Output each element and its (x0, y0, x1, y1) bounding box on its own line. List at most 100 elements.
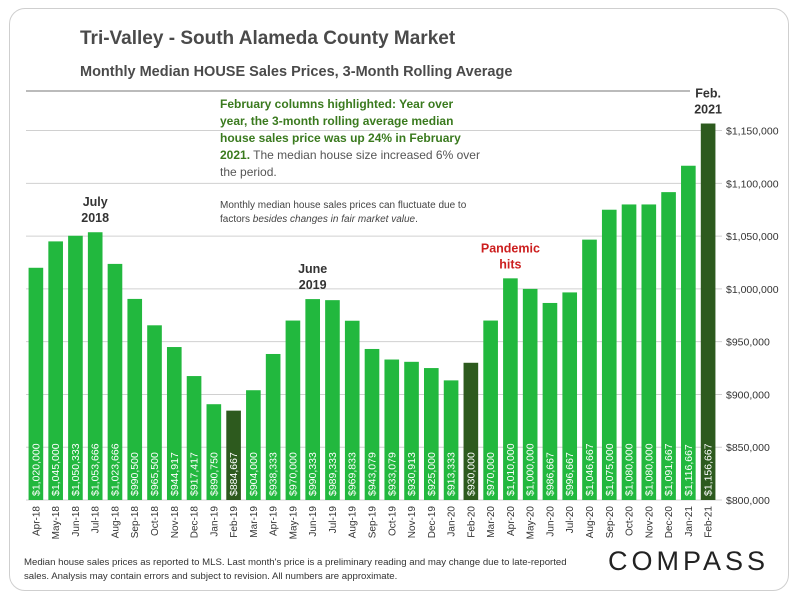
bar-value-label: $904,000 (248, 452, 260, 496)
annotations: July 2018 June 2019 Pandemic hits Feb. 2021 (81, 87, 722, 293)
secondary-note: Monthly median house sales prices can fl… (220, 199, 482, 227)
bar (384, 359, 400, 500)
bar-value-label: $1,080,000 (643, 443, 655, 496)
bar-value-label: $913,333 (446, 452, 458, 496)
note-highlight: February columns highlighted: Year over … (220, 97, 461, 162)
x-tick-label: May-19 (288, 506, 299, 540)
x-tick-label: Dec-20 (664, 506, 675, 539)
x-tick-label: Jul-19 (328, 506, 339, 534)
y-tick-label: $1,100,000 (726, 178, 779, 190)
bar (246, 390, 261, 500)
x-tick-label: Aug-19 (348, 506, 359, 539)
bar-value-label: $989,333 (327, 452, 339, 496)
bar (166, 347, 182, 500)
footer-disclaimer: Median house sales prices as reported to… (24, 557, 567, 582)
x-tick-label: Jan-19 (209, 506, 220, 537)
annotation-label: 2018 (81, 211, 109, 225)
bar-value-label: $969,833 (347, 452, 359, 496)
bar (68, 235, 83, 500)
bar-value-label: $970,000 (485, 452, 497, 496)
x-tick-labels: Apr-18 May-18 Jun-18 Jul-18 Aug-18 Sep-18 Oct-… (31, 506, 714, 540)
y-tick-label: $1,050,000 (726, 231, 779, 243)
bar-value-label: $1,053,666 (90, 443, 102, 496)
x-tick-label: Jun-18 (71, 506, 82, 537)
bar (463, 362, 479, 500)
y-tick-label: $900,000 (726, 389, 770, 401)
bar (661, 192, 676, 500)
bar-value-label: $938,333 (268, 452, 280, 496)
x-tick-label: Feb-20 (466, 506, 477, 538)
bar-value-label: $1,080,000 (624, 443, 636, 496)
bar-value-label: $943,079 (367, 452, 379, 496)
bar-value-label: $890,750 (208, 452, 220, 496)
secondary-note-em: besides changes in fair market value (252, 214, 416, 225)
bar (364, 348, 380, 500)
x-tick-label: Oct-19 (387, 506, 398, 536)
y-tick-label: $950,000 (726, 337, 770, 349)
x-tick-label: Nov-19 (407, 506, 418, 539)
bar-value-label: $1,075,000 (604, 443, 616, 496)
x-tick-label: Feb-21 (704, 506, 715, 538)
annotation-label: Feb. (695, 87, 721, 101)
bar (226, 410, 241, 500)
bar-value-label: $944,917 (169, 452, 181, 496)
bar (522, 288, 538, 500)
bar-value-label: $1,045,000 (50, 443, 62, 496)
bar-value-label: $990,500 (129, 452, 141, 496)
x-tick-label: Mar-20 (486, 506, 497, 538)
bar-value-labels: $1,020,000 $1,045,000 $1,050,333 $1,053,666… (30, 443, 714, 496)
bar (483, 320, 498, 500)
x-tick-label: Jun-20 (545, 506, 556, 537)
x-tick-label: Oct-18 (150, 506, 161, 536)
x-tick-label: Nov-20 (644, 506, 655, 539)
x-tick-label: Dec-19 (427, 506, 438, 539)
x-tick-label: Sep-20 (605, 506, 616, 539)
bar-value-label: $970,000 (287, 452, 299, 496)
annotation-label: July (83, 195, 108, 209)
bar-value-label: $884,667 (228, 452, 240, 496)
bar (87, 232, 103, 500)
x-tick-label: Sep-18 (130, 506, 141, 539)
annotation-label: Pandemic (481, 241, 540, 255)
bar-value-label: $1,116,667 (683, 444, 695, 496)
chart-title: Tri-Valley - South Alameda County Market (80, 28, 456, 49)
bars (28, 123, 716, 501)
x-tick-label: Apr-18 (31, 506, 42, 536)
y-tick-label: $850,000 (726, 442, 770, 454)
bar-value-label: $1,156,667 (703, 443, 715, 496)
bar (404, 361, 419, 500)
bar-value-label: $1,010,000 (505, 443, 517, 496)
bar (601, 209, 617, 500)
bar (443, 380, 459, 500)
bar (206, 404, 222, 500)
bar (265, 353, 281, 500)
bar-value-label: $986,667 (544, 452, 556, 496)
annotation-label: 2019 (299, 278, 327, 292)
bar (48, 241, 63, 500)
bar-value-label: $1,046,667 (584, 443, 596, 496)
y-tick-labels: $800,000 $850,000 $900,000 $950,000 $1,000,0… (726, 126, 779, 507)
x-tick-label: Sep-19 (368, 506, 379, 539)
annotation-label: 2021 (694, 103, 722, 117)
bar (423, 368, 439, 500)
bar (186, 376, 202, 500)
x-tick-label: Aug-18 (110, 506, 121, 539)
annotation-label: June (298, 262, 327, 276)
bar-value-label: $930,913 (406, 452, 418, 496)
bar-value-label: $933,079 (386, 452, 398, 496)
secondary-note-a: Monthly median house sales prices can fl… (220, 200, 467, 225)
bar (582, 239, 597, 500)
bar-value-label: $1,023,666 (109, 443, 121, 496)
y-tick-label: $800,000 (726, 495, 770, 507)
bar (325, 300, 340, 500)
bar-value-label: $1,091,667 (663, 443, 675, 496)
bar (621, 204, 637, 500)
bar-value-label: $1,020,000 (30, 443, 42, 496)
bar-value-label: $925,000 (426, 452, 438, 496)
x-tick-label: Aug-20 (585, 506, 596, 539)
bar (147, 325, 162, 500)
y-tick-label: $1,000,000 (726, 284, 779, 296)
x-tick-label: Apr-19 (269, 506, 280, 536)
annotation-label: hits (499, 257, 521, 271)
